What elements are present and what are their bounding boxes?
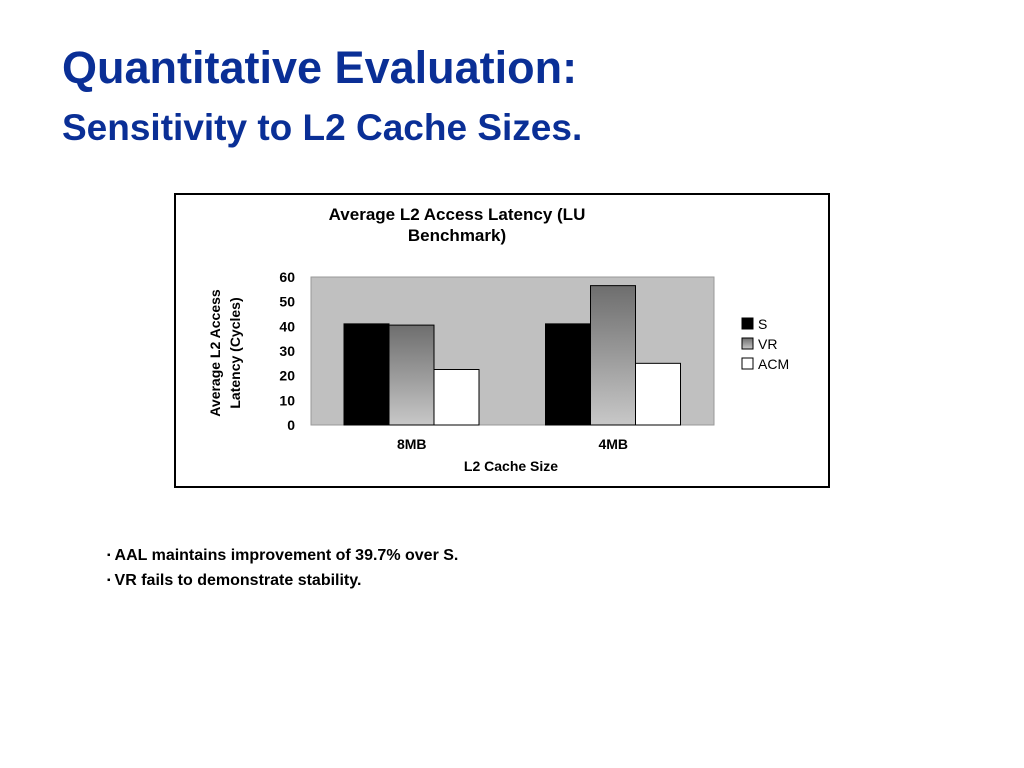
x-tick-label: 4MB [598, 436, 628, 452]
y-tick-label: 10 [279, 392, 295, 408]
slide-subtitle: Sensitivity to L2 Cache Sizes. [62, 107, 583, 148]
chart-frame: Average L2 Access Latency (LU Benchmark)… [174, 193, 830, 488]
y-tick-label: 30 [279, 343, 295, 359]
legend-label-acm: ACM [758, 356, 789, 372]
bullet-text: AAL maintains improvement of 39.7% over … [114, 547, 459, 564]
legend-swatch-s [741, 317, 754, 330]
bullet-list: ▪ AAL maintains improvement of 39.7% over… [107, 543, 458, 593]
legend-swatch-vr [741, 337, 754, 350]
bullet-text: VR fails to demonstrate stability. [114, 572, 362, 589]
bar-chart: Average L2 Access Latency (LU Benchmark)… [207, 205, 789, 474]
bar-s-4mb [545, 323, 591, 426]
legend-swatch-acm [741, 357, 754, 370]
legend-label-vr: VR [758, 336, 777, 352]
y-tick-label: 60 [279, 269, 295, 285]
bar-vr-4mb [590, 285, 636, 426]
y-tick-label: 40 [279, 318, 295, 334]
y-axis-label-line-2: Latency (Cycles) [227, 297, 243, 408]
x-tick-label: 8MB [397, 436, 427, 452]
slide-title: Quantitative Evaluation: [62, 42, 578, 93]
x-axis-label: L2 Cache Size [464, 458, 558, 474]
legend: S VR ACM [741, 316, 789, 372]
chart-title-line-2: Benchmark) [408, 226, 506, 245]
y-tick-label: 0 [287, 417, 295, 433]
bar-acm-8mb [433, 369, 480, 426]
bullet-item: ▪ VR fails to demonstrate stability. [107, 568, 458, 593]
y-axis-label-line-1: Average L2 Access [207, 289, 223, 417]
square-bullet-icon: ▪ [107, 575, 111, 586]
bar-vr-8mb [388, 324, 435, 426]
bar-acm-4mb [635, 362, 681, 426]
bullet-item: ▪ AAL maintains improvement of 39.7% over… [107, 543, 458, 568]
legend-label-s: S [758, 316, 767, 332]
bar-s-8mb [343, 323, 390, 426]
y-tick-label: 50 [279, 294, 295, 310]
y-tick-label: 20 [279, 368, 295, 384]
square-bullet-icon: ▪ [107, 550, 111, 561]
chart-title-line-1: Average L2 Access Latency (LU [329, 205, 586, 224]
